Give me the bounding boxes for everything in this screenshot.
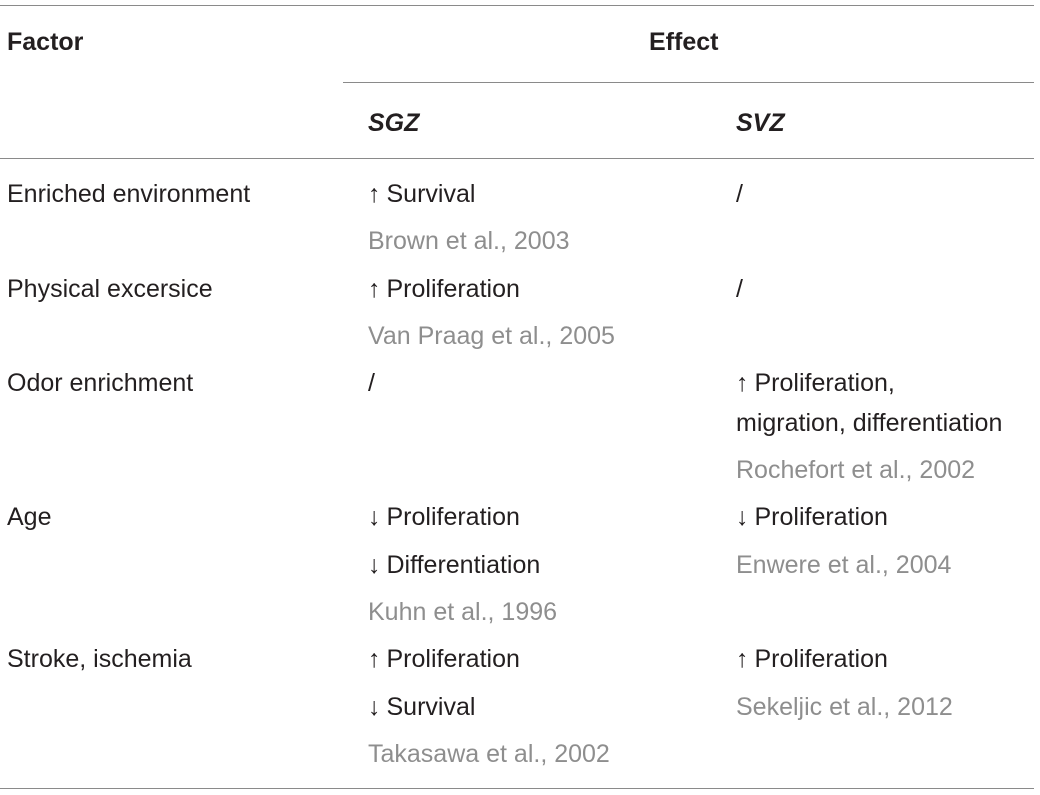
effect-text: Proliferation <box>754 503 888 531</box>
table-bottom-rule <box>0 788 1034 789</box>
sgz-reference: Van Praag et al., 2005 <box>368 322 615 350</box>
arrow-up-icon: ↑ <box>736 645 749 673</box>
svz-effect-line: migration, differentiation <box>736 409 1003 437</box>
svz-reference: Rochefort et al., 2002 <box>736 456 976 484</box>
svz-reference: Enwere et al., 2004 <box>736 551 952 579</box>
svz-effect-line: / <box>736 275 743 303</box>
effect-text: Proliferation <box>754 645 888 673</box>
arrow-down-icon: ↓ <box>736 503 749 531</box>
header-effect: Effect <box>649 28 719 56</box>
sgz-effect-line: / <box>368 369 375 397</box>
effect-text: Survival <box>386 180 476 208</box>
svz-effect-line: / <box>736 180 743 208</box>
sgz-effect-line: ↑ Proliferation <box>368 274 520 304</box>
sgz-reference: Brown et al., 2003 <box>368 227 570 255</box>
factor-cell: Odor enrichment <box>7 369 194 397</box>
arrow-down-icon: ↓ <box>368 551 381 579</box>
header-svz: SVZ <box>736 109 785 137</box>
table-top-rule <box>0 5 1034 6</box>
effect-text: Proliferation, <box>754 369 895 397</box>
svz-effect-line: ↓ Proliferation <box>736 502 888 532</box>
header-sgz: SGZ <box>368 109 420 137</box>
arrow-up-icon: ↑ <box>368 275 381 303</box>
sgz-effect-line: ↑ Proliferation <box>368 644 520 674</box>
arrow-up-icon: ↑ <box>736 369 749 397</box>
arrow-down-icon: ↓ <box>368 503 381 531</box>
sgz-effect-line: ↓ Proliferation <box>368 502 520 532</box>
svz-reference: Sekeljic et al., 2012 <box>736 693 953 721</box>
sgz-effect-line: ↑ Survival <box>368 179 475 209</box>
sgz-effect-line: ↓ Differentiation <box>368 550 540 580</box>
svz-effect-line: ↑ Proliferation, <box>736 368 895 398</box>
arrow-up-icon: ↑ <box>368 645 381 673</box>
svz-effect-line: ↑ Proliferation <box>736 644 888 674</box>
header-bottom-rule <box>0 158 1034 159</box>
factor-cell: Age <box>7 503 52 531</box>
sgz-reference: Kuhn et al., 1996 <box>368 598 558 626</box>
sgz-reference: Takasawa et al., 2002 <box>368 740 610 768</box>
effect-text: Proliferation <box>386 503 520 531</box>
effect-text: Differentiation <box>386 551 541 579</box>
factor-cell: Enriched environment <box>7 180 251 208</box>
factor-cell: Physical excersice <box>7 275 213 303</box>
effect-text: Survival <box>386 693 476 721</box>
arrow-up-icon: ↑ <box>368 180 381 208</box>
header-factor: Factor <box>7 28 84 56</box>
effect-underline-rule <box>343 82 1034 83</box>
effect-text: Proliferation <box>386 645 520 673</box>
sgz-effect-line: ↓ Survival <box>368 692 475 722</box>
factor-cell: Stroke, ischemia <box>7 645 192 673</box>
effect-text: Proliferation <box>386 275 520 303</box>
arrow-down-icon: ↓ <box>368 693 381 721</box>
